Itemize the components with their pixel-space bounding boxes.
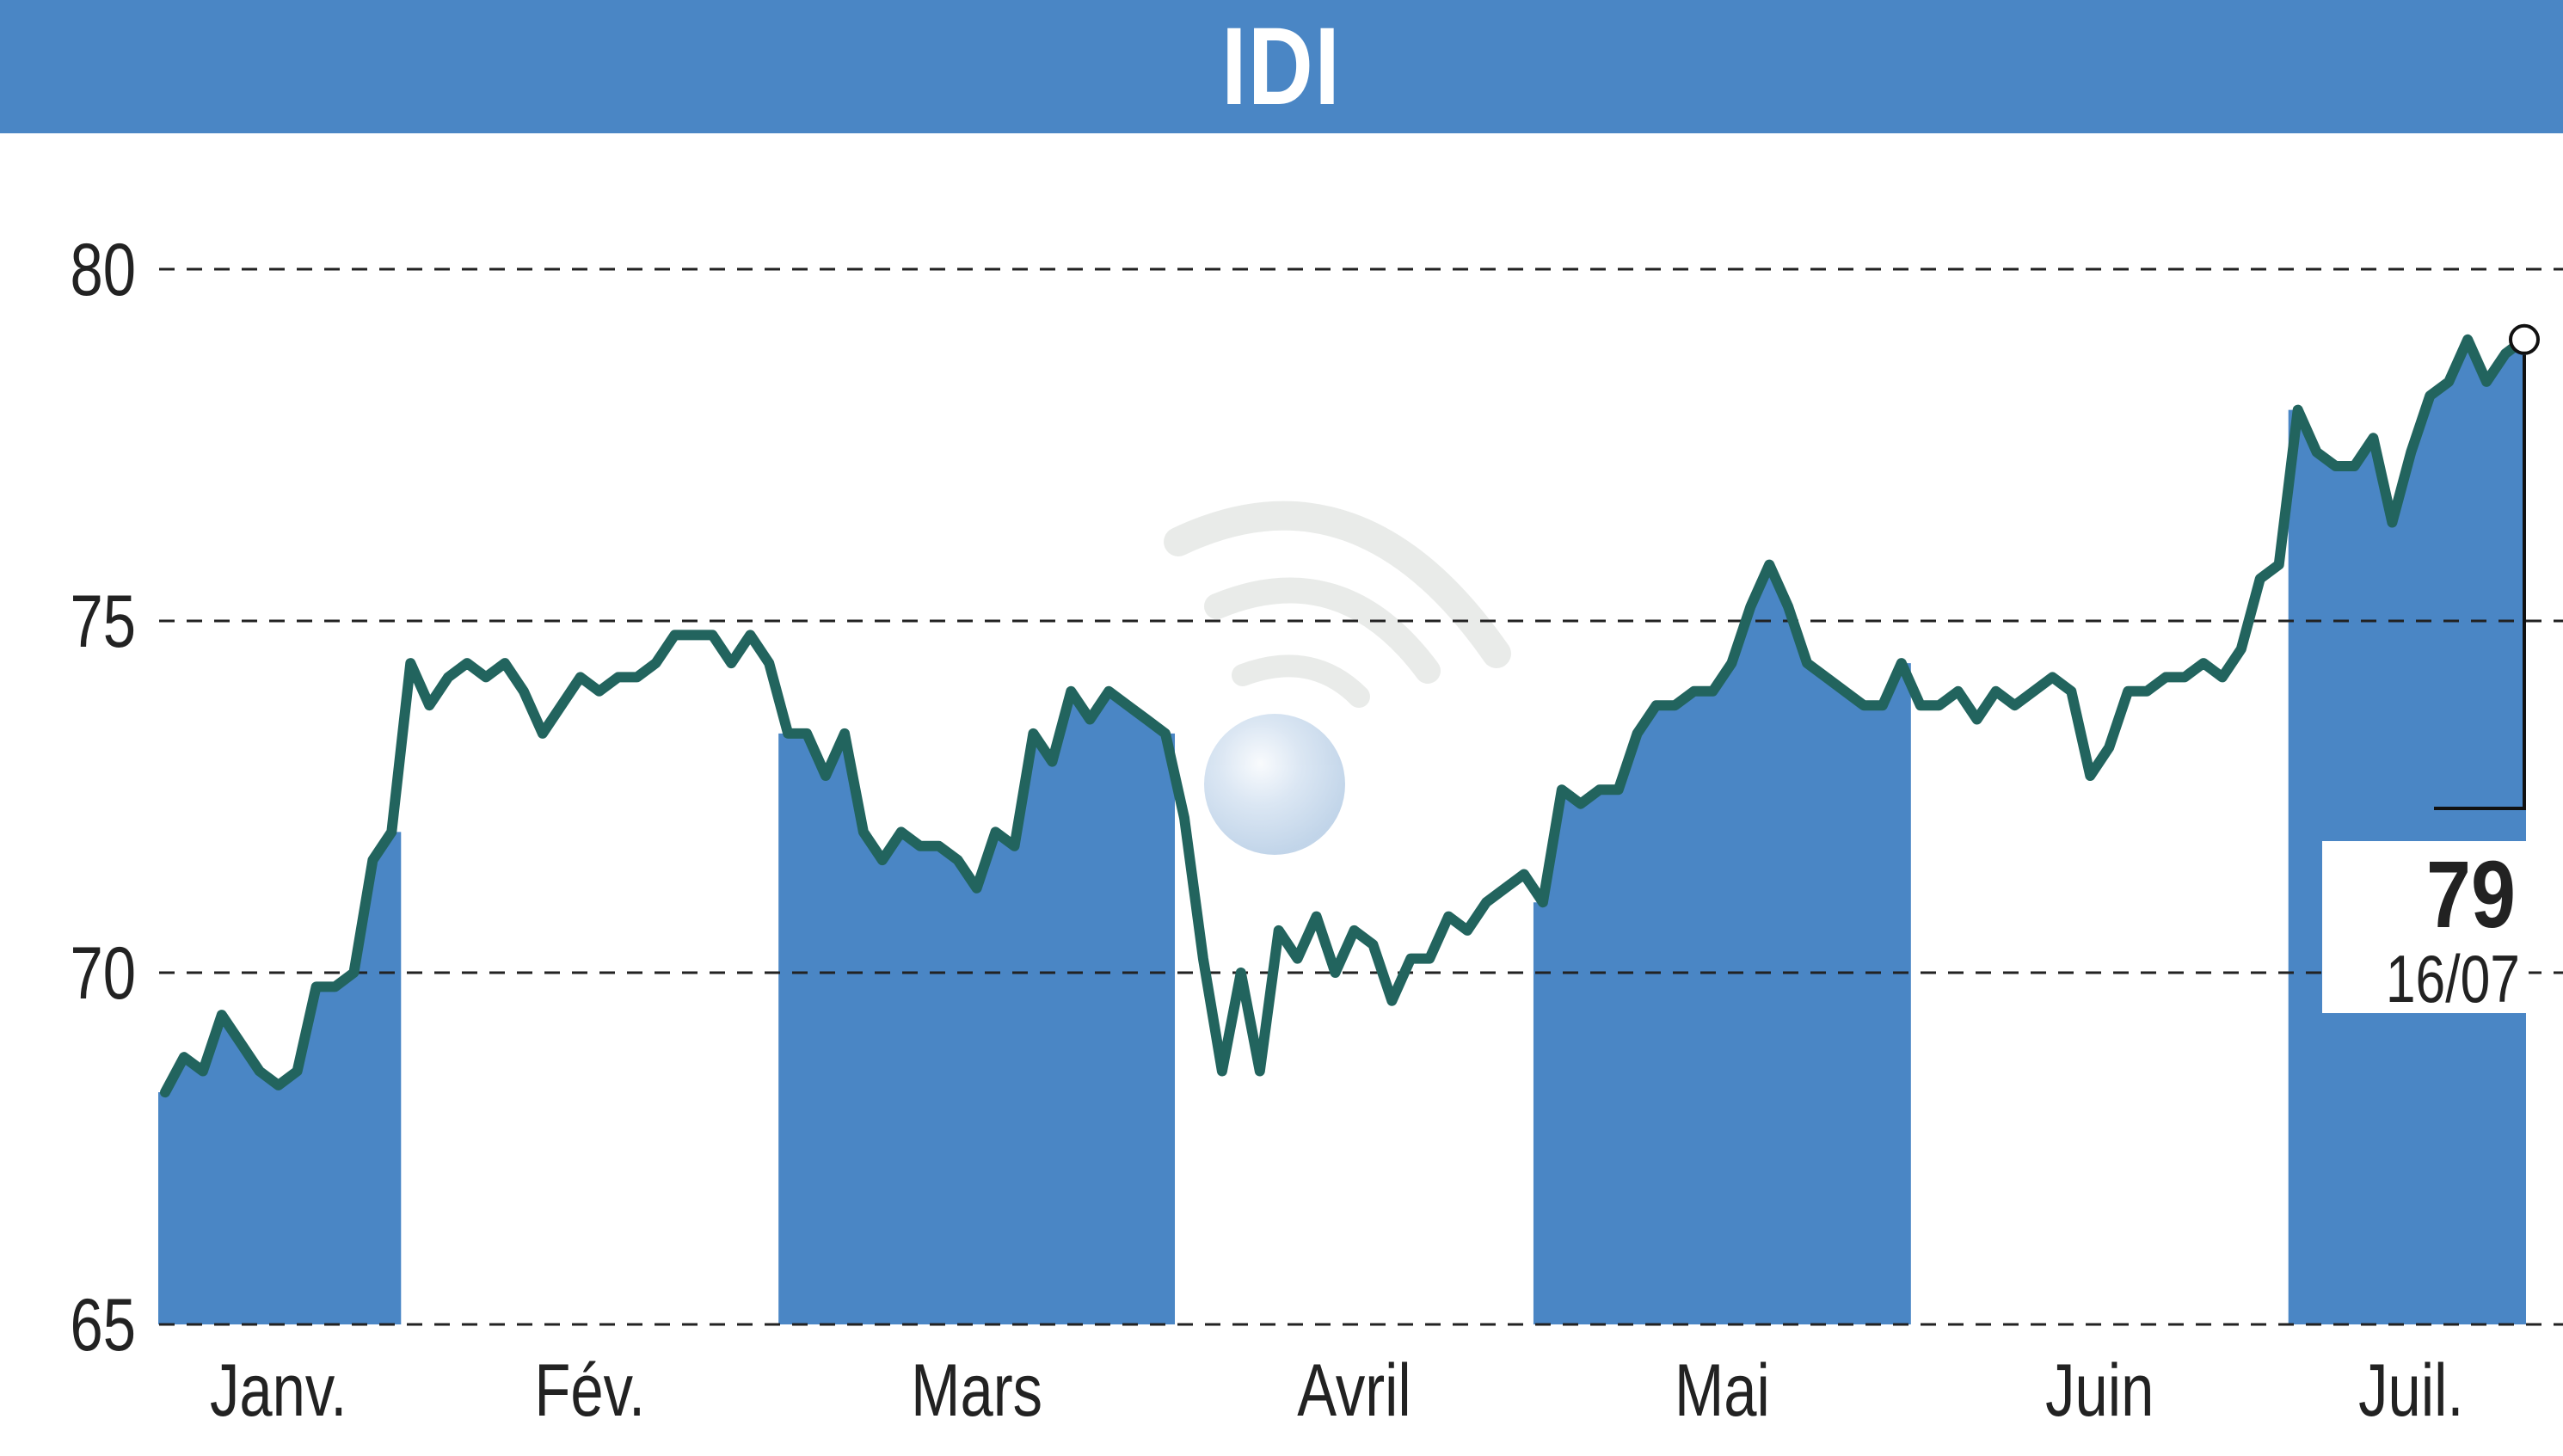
x-tick-labels: Janv. Fév. Mars Avril Mai Juin Juil. — [210, 1349, 2463, 1432]
shaded-area-juil — [2288, 339, 2526, 1324]
y-tick-label-65: 65 — [70, 1284, 136, 1367]
y-tick-label-75: 75 — [70, 581, 136, 663]
title-banner: IDI — [0, 0, 2563, 133]
gridlines-layer — [159, 267, 2563, 1326]
last-value-label-background — [2322, 841, 2529, 1013]
x-tick-label-2: Mars — [911, 1349, 1042, 1432]
y-tick-labels: 65 70 75 80 — [70, 229, 136, 1367]
y-tick-label-70: 70 — [70, 932, 136, 1015]
last-point-marker — [2509, 323, 2540, 355]
x-tick-label-5: Juin — [2045, 1349, 2154, 1432]
x-tick-label-6: Juil. — [2358, 1349, 2463, 1432]
x-tick-label-1: Fév. — [534, 1349, 645, 1432]
x-tick-label-0: Janv. — [210, 1349, 347, 1432]
series-line — [160, 334, 2529, 1098]
last-value-annotation: 79 16/07 — [2322, 841, 2529, 1017]
last-point-leader — [2434, 354, 2526, 810]
x-tick-label-4: Mai — [1675, 1349, 1770, 1432]
chart-title: IDI — [1221, 5, 1342, 128]
x-tick-label-3: Avril — [1297, 1349, 1411, 1432]
price-series-layer — [160, 323, 2540, 1098]
shaded-area-mai — [1533, 564, 1911, 1324]
last-date-label: 16/07 — [2386, 941, 2520, 1016]
y-tick-label-80: 80 — [70, 229, 136, 311]
shaded-area-janv — [158, 832, 402, 1324]
watermark-logo — [1164, 501, 1511, 855]
month-shading-layer — [158, 339, 2526, 1324]
shaded-area-mars — [778, 691, 1176, 1324]
last-value-label: 79 — [2426, 842, 2516, 948]
